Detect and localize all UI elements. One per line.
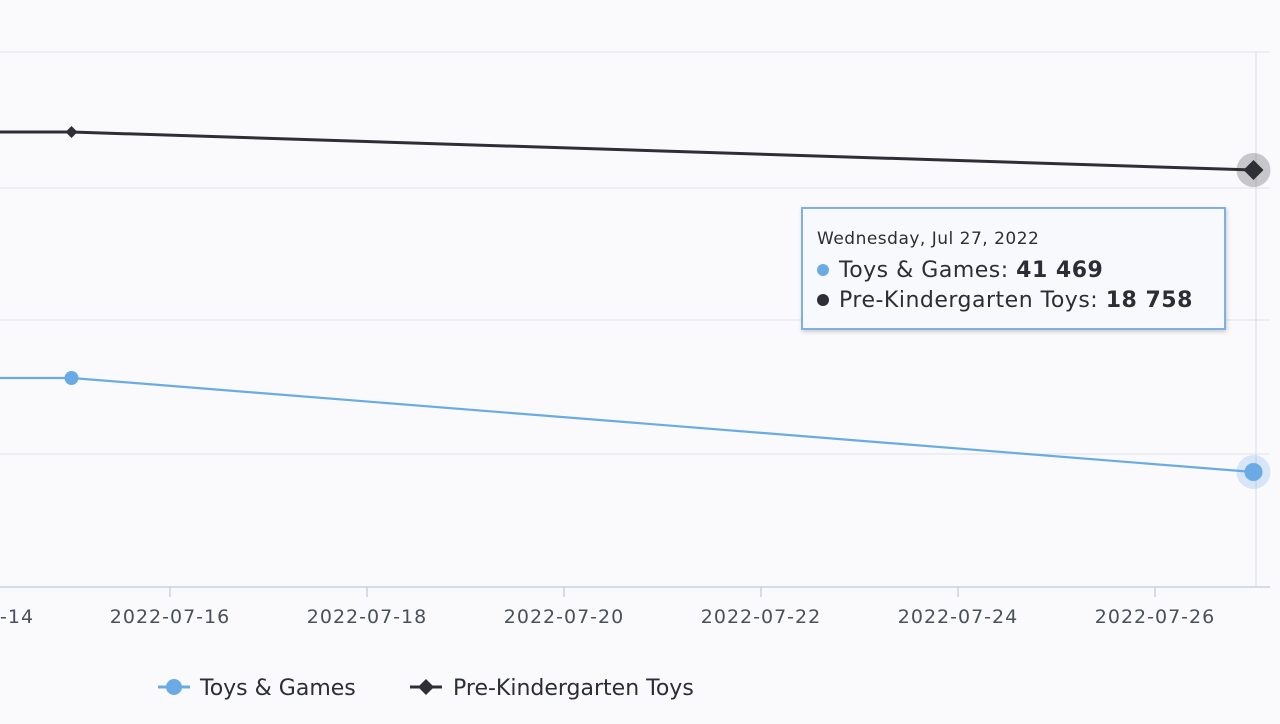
series-line-toys-games — [0, 376, 1254, 474]
tooltip-dot-toys-games — [817, 264, 829, 276]
x-tick-label: 2022-07-18 — [307, 606, 427, 628]
legend-item-pre-kindergarten-toys[interactable]: Pre-Kindergarten Toys — [410, 676, 694, 701]
legend-marker — [418, 679, 434, 695]
tooltip-row-pre-kindergarten: Pre-Kindergarten Toys: 18 758 — [817, 286, 1210, 316]
x-tick-label: 2022-07-22 — [701, 606, 821, 628]
x-axis: -14 2022-07-16 2022-07-18 2022-07-20 2022-07… — [0, 586, 1270, 628]
legend-label: Toys & Games — [199, 676, 356, 701]
legend-label: Pre-Kindergarten Toys — [453, 676, 694, 701]
x-tick-label: 2022-07-20 — [504, 606, 624, 628]
x-tick-label: 2022-07-16 — [110, 606, 230, 628]
tooltip-dot-pre-kindergarten — [817, 294, 829, 306]
toys-games-point[interactable] — [1244, 463, 1263, 481]
tooltip: Wednesday, Jul 27, 2022 Toys & Games: 41… — [801, 207, 1226, 330]
pre-kindergarten-point[interactable] — [65, 126, 78, 138]
grid-lines — [0, 51, 1270, 587]
tooltip-label-toys-games: Toys & Games — [839, 258, 1001, 283]
tooltip-value-pre-kindergarten: 18 758 — [1105, 288, 1193, 313]
legend[interactable]: Toys & Games Pre-Kindergarten Toys — [158, 676, 694, 701]
toys-games-point[interactable] — [64, 371, 79, 385]
series-line-pre-kindergarten-toys — [0, 130, 1254, 172]
x-tick-label: 2022-07-24 — [898, 606, 1018, 628]
tooltip-date: Wednesday, Jul 27, 2022 — [817, 229, 1040, 249]
tooltip-row-toys-games: Toys & Games: 41 469 — [817, 256, 1210, 286]
tooltip-label-pre-kindergarten: Pre-Kindergarten Toys — [839, 288, 1091, 313]
tooltip-value-toys-games: 41 469 — [1016, 258, 1104, 283]
series-lines — [0, 126, 1271, 489]
x-tick-label: -14 — [0, 606, 34, 628]
legend-item-toys-games[interactable]: Toys & Games — [158, 676, 356, 701]
x-tick-label: 2022-07-26 — [1095, 606, 1215, 628]
pre-kindergarten-point[interactable] — [1243, 160, 1264, 180]
legend-marker — [166, 679, 182, 695]
